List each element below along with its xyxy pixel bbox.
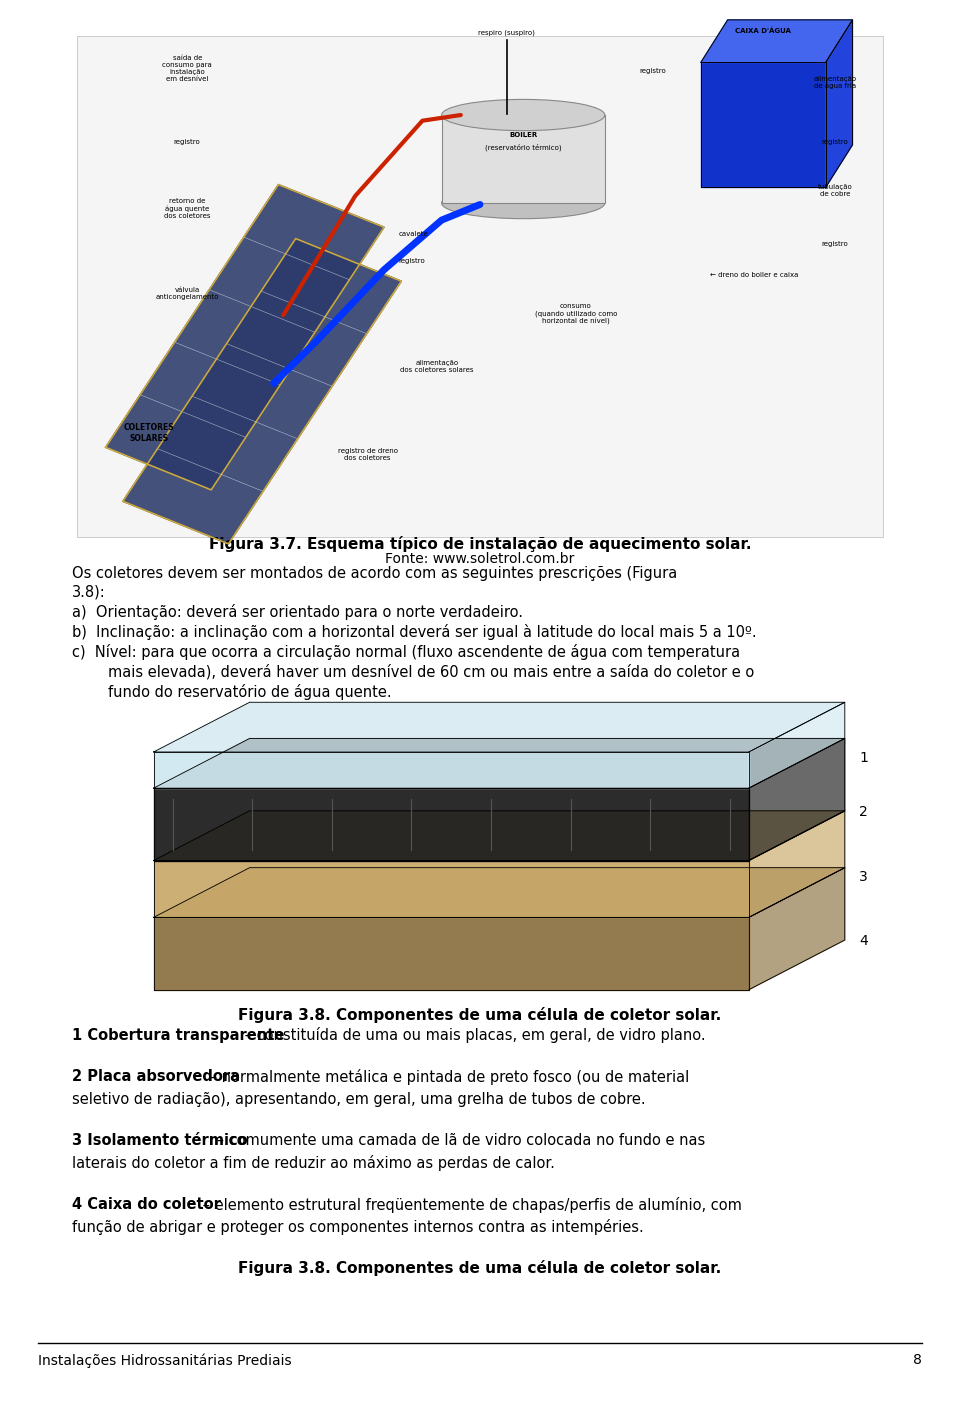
Ellipse shape (442, 187, 605, 219)
Text: 2: 2 (859, 805, 868, 819)
Polygon shape (123, 239, 401, 544)
Text: b)  Inclinação: a inclinação com a horizontal deverá ser igual à latitude do loc: b) Inclinação: a inclinação com a horizo… (72, 623, 756, 640)
Text: registro: registro (174, 139, 201, 145)
Text: respiro (suspiro): respiro (suspiro) (478, 28, 536, 36)
Text: registro de dreno
dos coletores: registro de dreno dos coletores (338, 447, 397, 462)
Text: Instalações Hidrossanitárias Prediais: Instalações Hidrossanitárias Prediais (38, 1353, 292, 1367)
Text: COLETORES
SOLARES: COLETORES SOLARES (124, 423, 174, 443)
Text: consumo
(quando utilizado como
horizontal de nível): consumo (quando utilizado como horizonta… (535, 302, 617, 325)
Polygon shape (749, 811, 845, 917)
Text: válvula
anticongelamento: válvula anticongelamento (156, 287, 219, 301)
Text: 3: 3 (859, 869, 868, 883)
Text: retorno de
água quente
dos coletores: retorno de água quente dos coletores (164, 199, 210, 219)
Text: alimentação
dos coletores solares: alimentação dos coletores solares (400, 359, 473, 373)
Text: seletivo de radiação), apresentando, em geral, uma grelha de tubos de cobre.: seletivo de radiação), apresentando, em … (72, 1092, 646, 1106)
Bar (442, 115, 605, 203)
FancyBboxPatch shape (77, 36, 883, 537)
Text: registro: registro (822, 241, 849, 247)
Text: CAIXA D'ÁGUA: CAIXA D'ÁGUA (735, 28, 791, 34)
Text: 1: 1 (859, 751, 868, 764)
Text: 3 Isolamento térmico: 3 Isolamento térmico (72, 1133, 248, 1149)
Polygon shape (154, 703, 845, 753)
Polygon shape (749, 703, 845, 788)
Text: – elemento estrutural freqüentemente de chapas/perfis de alumínio, com: – elemento estrutural freqüentemente de … (198, 1197, 742, 1213)
Polygon shape (154, 788, 749, 861)
Text: a)  Orientação: deverá ser orientado para o norte verdadeiro.: a) Orientação: deverá ser orientado para… (72, 604, 523, 621)
Text: (reservatório térmico): (reservatório térmico) (485, 143, 562, 152)
Text: registro: registro (398, 258, 425, 264)
Text: alimentação
de água fria: alimentação de água fria (814, 75, 856, 89)
Text: mais elevada), deverá haver um desnível de 60 cm ou mais entre a saída do coleto: mais elevada), deverá haver um desnível … (108, 665, 754, 679)
Text: fundo do reservatório de água quente.: fundo do reservatório de água quente. (108, 683, 391, 700)
Text: 4 Caixa do coletor: 4 Caixa do coletor (72, 1197, 221, 1213)
Text: ← dreno do boiler e caixa: ← dreno do boiler e caixa (710, 273, 799, 278)
Text: c)  Nível: para que ocorra a circulação normal (fluxo ascendente de água com tem: c) Nível: para que ocorra a circulação n… (72, 643, 740, 660)
Text: Figura 3.8. Componentes de uma célula de coletor solar.: Figura 3.8. Componentes de uma célula de… (238, 1007, 722, 1024)
Polygon shape (154, 753, 749, 788)
Text: – constituída de uma ou mais placas, em geral, de vidro plano.: – constituída de uma ou mais placas, em … (240, 1027, 706, 1044)
Text: 4: 4 (859, 934, 868, 949)
Text: – comumente uma camada de lã de vidro colocada no fundo e nas: – comumente uma camada de lã de vidro co… (212, 1133, 706, 1149)
Text: laterais do coletor a fim de reduzir ao máximo as perdas de calor.: laterais do coletor a fim de reduzir ao … (72, 1154, 555, 1171)
Polygon shape (701, 20, 852, 62)
Polygon shape (106, 185, 384, 490)
Text: função de abrigar e proteger os componentes internos contra as intempéries.: função de abrigar e proteger os componen… (72, 1218, 644, 1234)
Text: Figura 3.8. Componentes de uma célula de coletor solar.: Figura 3.8. Componentes de uma célula de… (238, 1261, 722, 1277)
Text: 2 Placa absorvedora: 2 Placa absorvedora (72, 1069, 240, 1085)
Text: BOILER: BOILER (509, 132, 538, 138)
Polygon shape (826, 20, 852, 187)
Polygon shape (154, 738, 845, 788)
Text: Os coletores devem ser montados de acordo com as seguintes prescrições (Figura: Os coletores devem ser montados de acord… (72, 567, 677, 581)
Polygon shape (701, 62, 826, 187)
Text: tubulação
de cobre: tubulação de cobre (818, 183, 852, 197)
Polygon shape (749, 868, 845, 990)
Text: Figura 3.7. Esquema típico de instalação de aquecimento solar.: Figura 3.7. Esquema típico de instalação… (208, 535, 752, 552)
Polygon shape (154, 861, 749, 917)
Text: cavalete: cavalete (398, 231, 428, 237)
Polygon shape (154, 811, 845, 861)
Polygon shape (749, 738, 845, 861)
Text: registro: registro (639, 68, 666, 74)
Polygon shape (154, 868, 845, 917)
Ellipse shape (442, 99, 605, 131)
Text: 1 Cobertura transparente: 1 Cobertura transparente (72, 1028, 284, 1042)
Text: registro: registro (822, 139, 849, 145)
Polygon shape (154, 917, 749, 990)
Text: 3.8):: 3.8): (72, 585, 106, 599)
Text: 8: 8 (913, 1353, 922, 1367)
Text: Fonte: www.soletrol.com.br: Fonte: www.soletrol.com.br (385, 552, 575, 567)
Text: saída de
consumo para
instalação
em desnível: saída de consumo para instalação em desn… (162, 54, 212, 82)
Text: – normalmente metálica e pintada de preto fosco (ou de material: – normalmente metálica e pintada de pret… (205, 1069, 689, 1085)
